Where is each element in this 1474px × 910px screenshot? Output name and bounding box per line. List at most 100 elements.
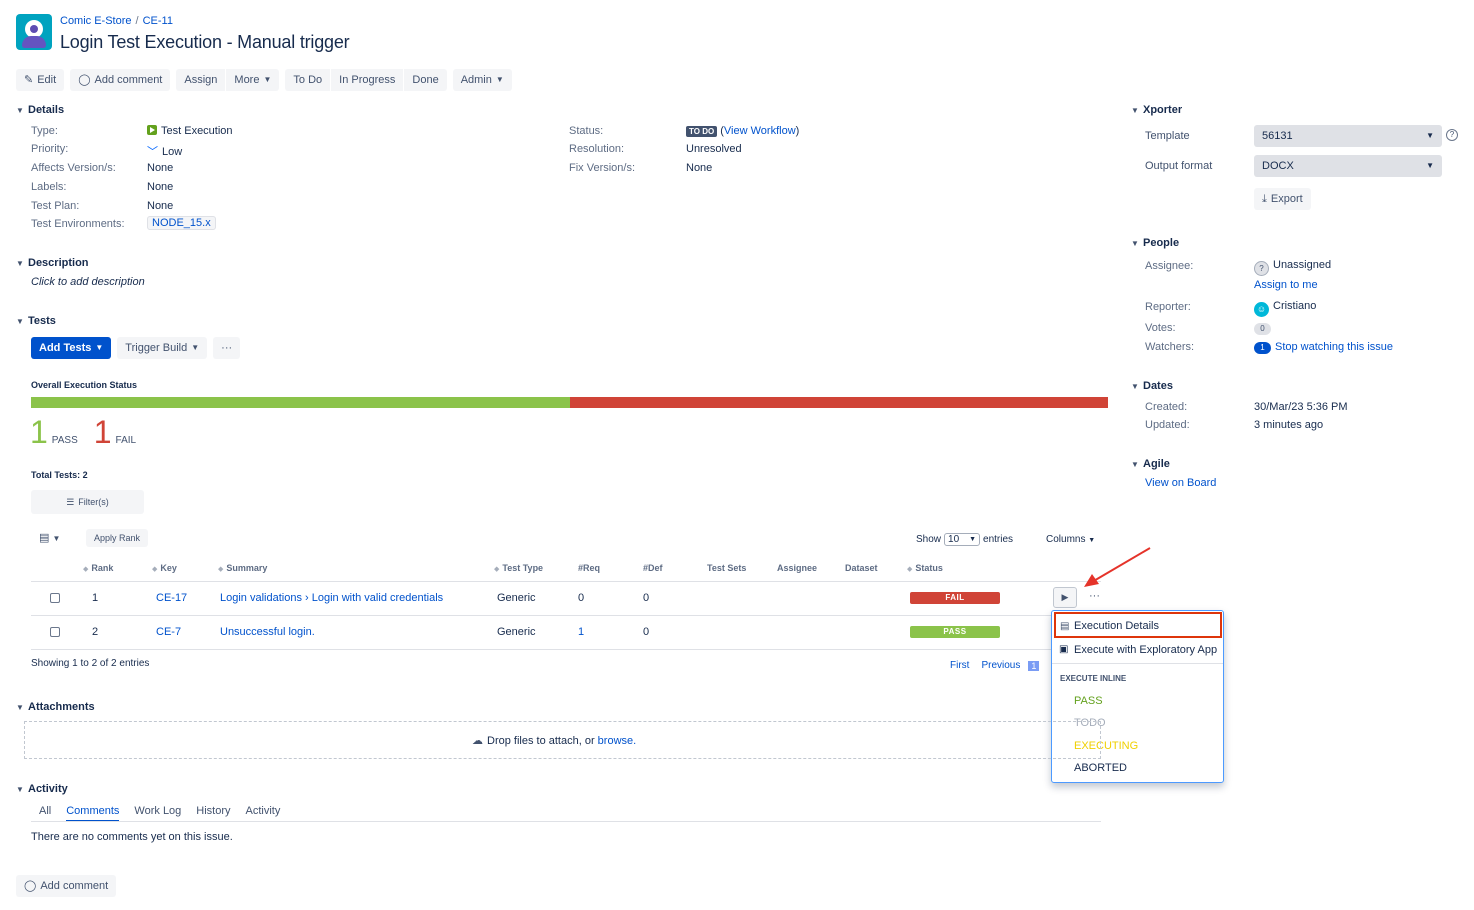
column-header-req[interactable]: #Req bbox=[578, 563, 601, 573]
template-label: Template bbox=[1145, 130, 1190, 142]
fix-version-label: Fix Version/s: bbox=[569, 162, 636, 174]
chevron-down-icon: ▼ bbox=[52, 534, 61, 543]
menu-inline-executing[interactable]: EXECUTING bbox=[1074, 740, 1139, 752]
filters-button[interactable]: ☰ Filter(s) bbox=[31, 490, 144, 514]
reporter-value[interactable]: ☺ Cristiano bbox=[1254, 300, 1316, 317]
chevron-down-icon: ▼ bbox=[263, 75, 272, 84]
row-checkbox[interactable] bbox=[50, 593, 60, 603]
menu-execute-exploratory[interactable]: Execute with Exploratory App bbox=[1074, 644, 1218, 656]
attachment-dropzone[interactable] bbox=[24, 721, 1101, 759]
columns-dropdown[interactable]: Columns ▼ bbox=[1046, 534, 1096, 545]
column-header-status[interactable]: ◆ Status bbox=[907, 563, 943, 573]
chevron-down-icon: ▼ bbox=[495, 75, 504, 84]
attachments-section-toggle[interactable]: ▼ Attachments bbox=[16, 701, 95, 713]
agile-section-toggle[interactable]: ▼ Agile bbox=[1131, 458, 1170, 470]
admin-button[interactable]: Admin ▼ bbox=[452, 69, 512, 91]
row-summary-link[interactable]: Login validations › Login with valid cre… bbox=[220, 592, 444, 604]
done-button[interactable]: Done bbox=[404, 69, 447, 91]
tab-history[interactable]: History bbox=[196, 805, 231, 817]
breadcrumb-project[interactable]: Comic E-Store bbox=[60, 15, 132, 27]
add-comment-button[interactable]: ◯ Add comment bbox=[70, 69, 171, 91]
entries-select[interactable]: 10 ▼ bbox=[944, 533, 981, 546]
tab-work-log[interactable]: Work Log bbox=[134, 805, 182, 817]
row-checkbox[interactable] bbox=[50, 627, 60, 637]
tab-comments[interactable]: Comments bbox=[66, 805, 120, 822]
description-placeholder[interactable]: Click to add description bbox=[31, 276, 145, 288]
browse-link[interactable]: browse. bbox=[597, 735, 637, 747]
column-header-test-type[interactable]: ◆ Test Type bbox=[494, 563, 544, 573]
project-avatar[interactable] bbox=[16, 14, 52, 50]
activity-section-toggle[interactable]: ▼ Activity bbox=[16, 783, 68, 795]
chevron-down-icon: ▼ bbox=[1131, 460, 1139, 469]
table-divider bbox=[31, 649, 1101, 650]
sort-icon: ◆ bbox=[218, 566, 224, 573]
export-button[interactable]: ⤓ Export bbox=[1254, 188, 1311, 210]
pagination-first[interactable]: First bbox=[950, 660, 970, 671]
trigger-build-button[interactable]: Trigger Build ▼ bbox=[117, 337, 208, 359]
row-summary-link[interactable]: Unsuccessful login. bbox=[220, 626, 315, 638]
column-header-def[interactable]: #Def bbox=[643, 563, 663, 573]
menu-inline-aborted[interactable]: ABORTED bbox=[1074, 762, 1127, 774]
showing-entries: Showing 1 to 2 of 2 entries bbox=[31, 658, 150, 669]
highlight-box bbox=[1054, 612, 1222, 638]
votes-count[interactable]: 0 bbox=[1254, 323, 1271, 335]
xporter-section-toggle[interactable]: ▼ Xporter bbox=[1131, 104, 1183, 116]
assign-button[interactable]: Assign bbox=[176, 69, 226, 91]
template-select[interactable]: 56131 ▼ bbox=[1254, 125, 1442, 147]
watchers-count[interactable]: 1 bbox=[1254, 342, 1271, 354]
view-on-board-link[interactable]: View on Board bbox=[1145, 477, 1217, 489]
tab-all[interactable]: All bbox=[39, 805, 52, 817]
column-header-assignee[interactable]: Assignee bbox=[777, 563, 818, 573]
add-comment-bottom-button[interactable]: ◯ Add comment bbox=[16, 875, 117, 897]
assign-to-me-link[interactable]: Assign to me bbox=[1254, 279, 1318, 291]
execute-play-button[interactable]: ▶ bbox=[1053, 587, 1077, 608]
view-workflow-link[interactable]: View Workflow bbox=[723, 125, 796, 137]
column-header-rank[interactable]: ◆ Rank bbox=[83, 563, 114, 573]
chevron-down-icon: ▼ bbox=[1088, 537, 1096, 544]
to-do-button[interactable]: To Do bbox=[285, 69, 331, 91]
chevron-down-icon: ▼ bbox=[16, 317, 24, 326]
test-environment-tag[interactable]: NODE_15.x bbox=[147, 216, 216, 230]
chevron-down-icon: ▼ bbox=[16, 106, 24, 115]
stop-watching-link[interactable]: Stop watching this issue bbox=[1275, 341, 1394, 353]
reporter-label: Reporter: bbox=[1145, 301, 1191, 313]
in-progress-button[interactable]: In Progress bbox=[331, 69, 404, 91]
pagination-previous[interactable]: Previous bbox=[981, 660, 1021, 671]
description-section-toggle[interactable]: ▼ Description bbox=[16, 257, 89, 269]
tests-section-toggle[interactable]: ▼ Tests bbox=[16, 315, 56, 327]
column-header-dataset[interactable]: Dataset bbox=[845, 563, 878, 573]
add-tests-button[interactable]: Add Tests ▼ bbox=[31, 337, 112, 359]
tab-activity[interactable]: Activity bbox=[245, 805, 281, 817]
overall-execution-bar bbox=[31, 397, 1108, 408]
menu-execution-details[interactable]: Execution Details bbox=[1074, 620, 1159, 632]
reporter-avatar: ☺ bbox=[1254, 302, 1269, 317]
edit-button[interactable]: ✎ Edit bbox=[16, 69, 65, 91]
menu-inline-todo[interactable]: TODO bbox=[1074, 717, 1106, 729]
column-header-summary[interactable]: ◆ Summary bbox=[218, 563, 268, 573]
row-actions-menu-button[interactable]: ··· bbox=[1089, 590, 1100, 602]
fail-label: FAIL bbox=[115, 435, 137, 446]
more-button[interactable]: More ▼ bbox=[226, 69, 280, 91]
resolution-label: Resolution: bbox=[569, 143, 625, 155]
dates-section-toggle[interactable]: ▼ Dates bbox=[1131, 380, 1173, 392]
tests-more-button[interactable]: ··· bbox=[213, 337, 241, 359]
menu-inline-pass[interactable]: PASS bbox=[1074, 695, 1103, 707]
help-icon[interactable]: ? bbox=[1446, 129, 1458, 141]
row-key-link[interactable]: CE-7 bbox=[156, 626, 182, 638]
row-key-link[interactable]: CE-17 bbox=[156, 592, 188, 604]
execution-counts: 1 PASS 1 FAIL bbox=[30, 416, 136, 448]
pagination-current-page[interactable]: 1 bbox=[1028, 660, 1040, 671]
bulk-actions-menu[interactable]: ▤ ▼ bbox=[39, 531, 60, 544]
status-label: Status: bbox=[569, 125, 604, 137]
column-header-test-sets[interactable]: Test Sets bbox=[707, 563, 747, 573]
people-section-toggle[interactable]: ▼ People bbox=[1131, 237, 1180, 249]
column-header-key[interactable]: ◆ Key bbox=[152, 563, 177, 573]
dropzone-text: ☁ Drop files to attach, or browse. bbox=[472, 735, 637, 747]
menu-divider bbox=[1052, 663, 1223, 664]
document-icon: ▤ bbox=[1060, 621, 1070, 632]
row-req-link[interactable]: 1 bbox=[578, 626, 585, 638]
output-format-select[interactable]: DOCX ▼ bbox=[1254, 155, 1442, 177]
details-section-toggle[interactable]: ▼ Details bbox=[16, 104, 65, 116]
apply-rank-button[interactable]: Apply Rank bbox=[86, 529, 149, 547]
breadcrumb-issue-key[interactable]: CE-11 bbox=[142, 15, 173, 27]
